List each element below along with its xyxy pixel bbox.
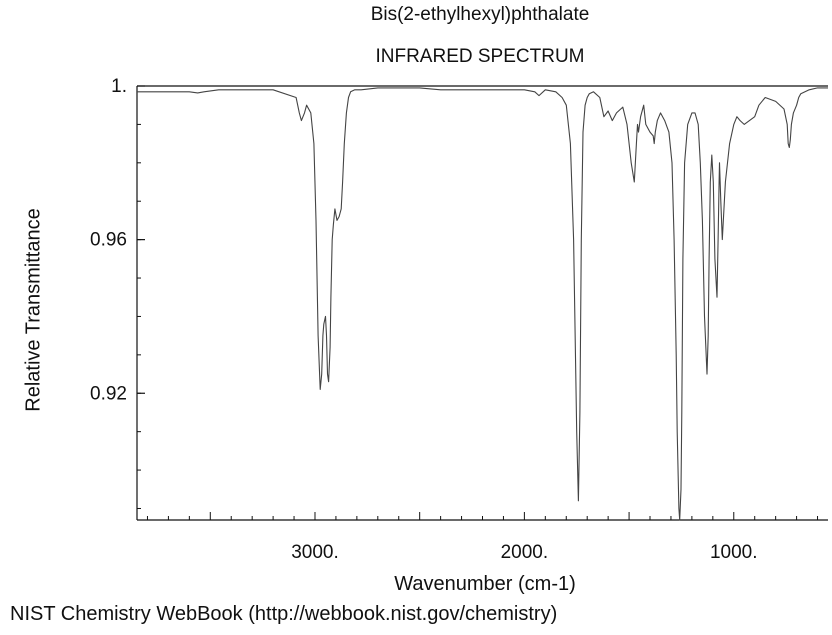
y-axis: 1. 0.96 0.92 [90,76,145,509]
chart-title: Bis(2-ethylhexyl)phthalate [370,4,590,25]
x-axis: 3000. 2000. 1000. [146,512,819,563]
x-axis-label: Wavenumber (cm-1) [394,573,576,595]
series-group [137,87,828,521]
x-tick-label: 1000. [710,542,758,563]
spectrum-line [137,87,828,521]
y-tick-label: 1. [111,76,127,97]
x-tick-label: 3000. [291,542,339,563]
y-tick-label: 0.92 [90,383,127,404]
x-tick-label: 2000. [501,542,549,563]
source-footer: NIST Chemistry WebBook (http://webbook.n… [10,603,558,625]
plot-frame [136,85,828,521]
chart-subtitle: INFRARED SPECTRUM [375,46,585,67]
y-tick-label: 0.96 [90,230,127,251]
